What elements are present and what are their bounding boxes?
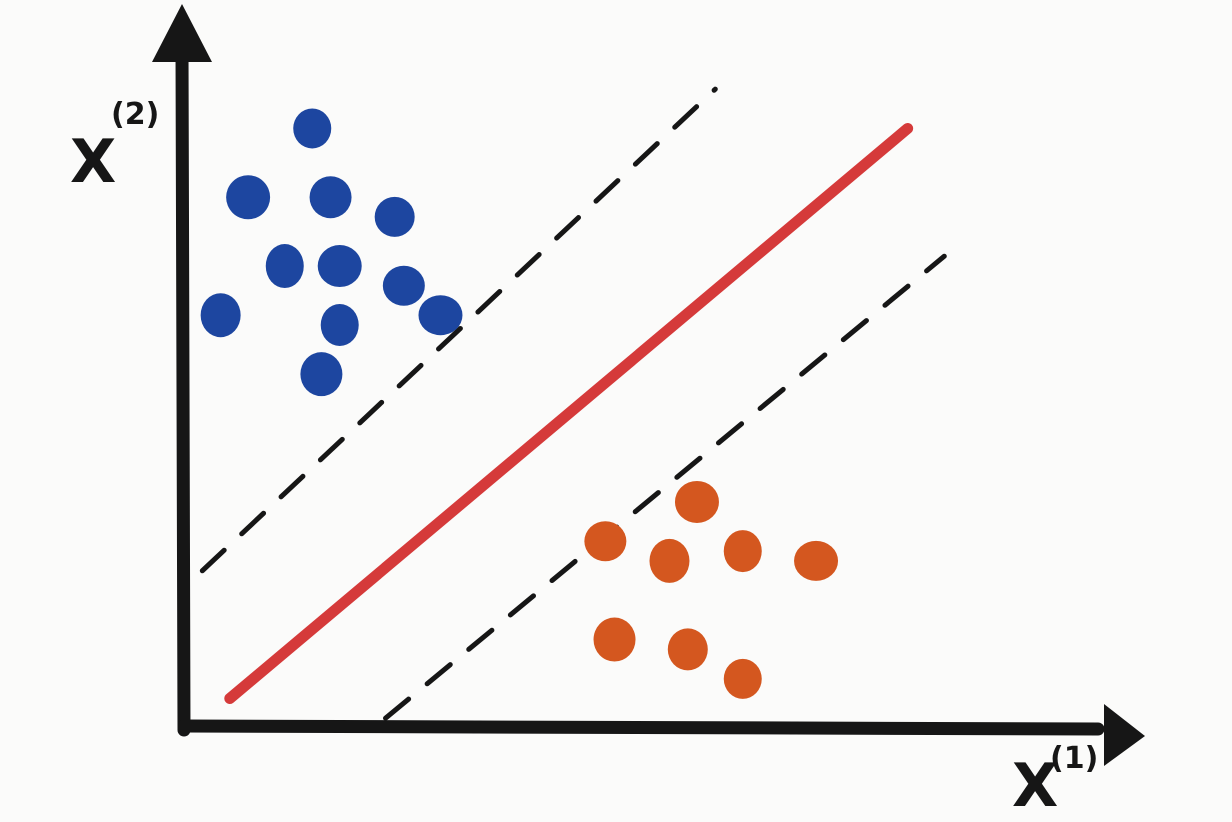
orange-class-point (649, 538, 690, 583)
y-axis-label: X (2) (70, 97, 159, 197)
lower-margin-line (383, 253, 947, 721)
data-points (200, 108, 839, 699)
blue-class-point (226, 175, 271, 220)
x-axis-label-symbol: X (1012, 751, 1058, 821)
decision-boundary-line (224, 122, 914, 705)
upper-margin-line (199, 86, 718, 574)
orange-class-point (674, 480, 719, 523)
blue-class-point (317, 245, 362, 288)
blue-class-point (309, 176, 352, 219)
blue-class-point (293, 108, 332, 149)
axes (152, 4, 1145, 766)
x-axis-line (177, 719, 1105, 736)
margin-lines (199, 86, 947, 721)
orange-class-point (723, 530, 762, 573)
orange-class-point (593, 617, 636, 662)
orange-class-point (794, 540, 839, 581)
x-axis-arrow-icon (1104, 704, 1145, 766)
blue-class-point (374, 196, 415, 237)
x-axis-label: X (1) (1012, 741, 1098, 821)
y-axis-label-symbol: X (70, 127, 116, 197)
y-axis-line (175, 43, 191, 737)
blue-class-point (320, 304, 359, 347)
blue-class-point (200, 293, 241, 338)
orange-class-point (667, 628, 708, 671)
x-axis-label-superscript: (1) (1050, 741, 1098, 776)
blue-class-point (300, 352, 343, 397)
blue-class-point (382, 265, 425, 306)
orange-class-point (723, 658, 762, 699)
orange-class-point (584, 521, 627, 562)
y-axis-arrow-icon (152, 4, 212, 62)
blue-class-point (418, 295, 463, 336)
blue-class-point (265, 244, 304, 289)
y-axis-label-superscript: (2) (111, 97, 159, 132)
